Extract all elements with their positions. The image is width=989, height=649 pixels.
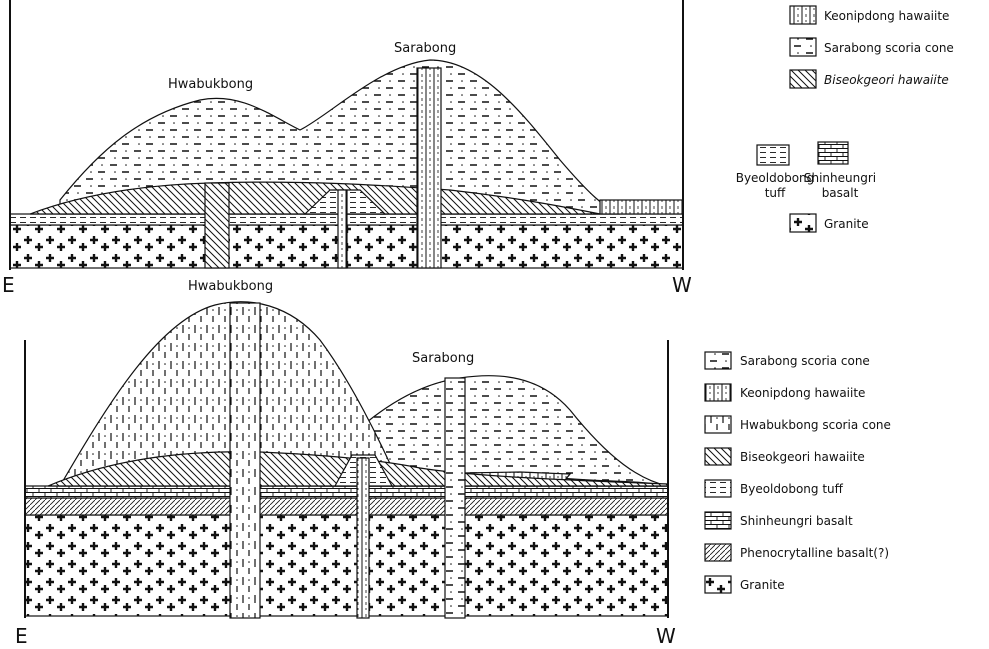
peak-label: Sarabong [412,351,474,366]
legend-swatch [705,448,731,465]
cross-sections: Hwabukbong Sarabong E W Keonipdong hawai… [0,0,989,649]
peak-label: Sarabong [394,41,456,56]
legend-label: tuff [765,186,786,200]
legend-label: Granite [740,578,785,592]
legend-label: Keonipdong hawaiite [824,9,949,23]
end-label: W [656,624,676,648]
dike [338,190,347,268]
legend-label: Biseokgeori hawaiite [740,450,865,464]
legend-swatch [705,576,731,593]
legend-swatch [757,145,789,165]
legend-label: basalt [822,186,859,200]
legend-label: Shinheungri [804,171,876,185]
bottom-section: Hwabukbong Sarabong E W Sarabong scoria … [15,279,891,648]
legend-swatch [705,480,731,497]
granite [25,515,668,616]
legend-swatch [705,352,731,369]
dike [205,183,229,268]
legend-label: Keonipdong hawaiite [740,386,865,400]
end-label: E [15,624,28,648]
dike [417,68,441,268]
legend-label: Biseokgeori hawaiite [824,73,949,87]
dike [230,303,260,618]
legend-label: Granite [824,217,869,231]
legend-swatch [790,70,816,88]
legend-swatch [790,38,816,56]
peak-label: Hwabukbong [188,279,273,294]
legend-label: Sarabong scoria cone [740,354,870,368]
legend-swatch [705,512,731,529]
legend-swatch [818,142,848,164]
legend-swatch [790,214,816,232]
legend-swatch [790,6,816,24]
phenocrystalline [25,498,668,515]
legend-label: Sarabong scoria cone [824,41,954,55]
keonipdong [600,200,683,214]
end-label: E [2,273,15,297]
legend-label: Byeoldobong tuff [740,482,844,496]
legend-label: Shinheungri basalt [740,514,853,528]
peak-label: Hwabukbong [168,77,253,92]
dike [357,458,369,618]
top-section: Hwabukbong Sarabong E W Keonipdong hawai… [2,0,954,297]
legend-swatch [705,416,731,433]
legend-label: Phenocrytalline basalt(?) [740,546,889,560]
legend-label: Hwabukbong scoria cone [740,418,891,432]
legend-swatch [705,384,731,401]
legend-swatch [705,544,731,561]
end-label: W [672,273,692,297]
shinheungri [25,486,668,498]
dike [445,378,465,618]
legend-label: Byeoldobong [736,171,815,185]
